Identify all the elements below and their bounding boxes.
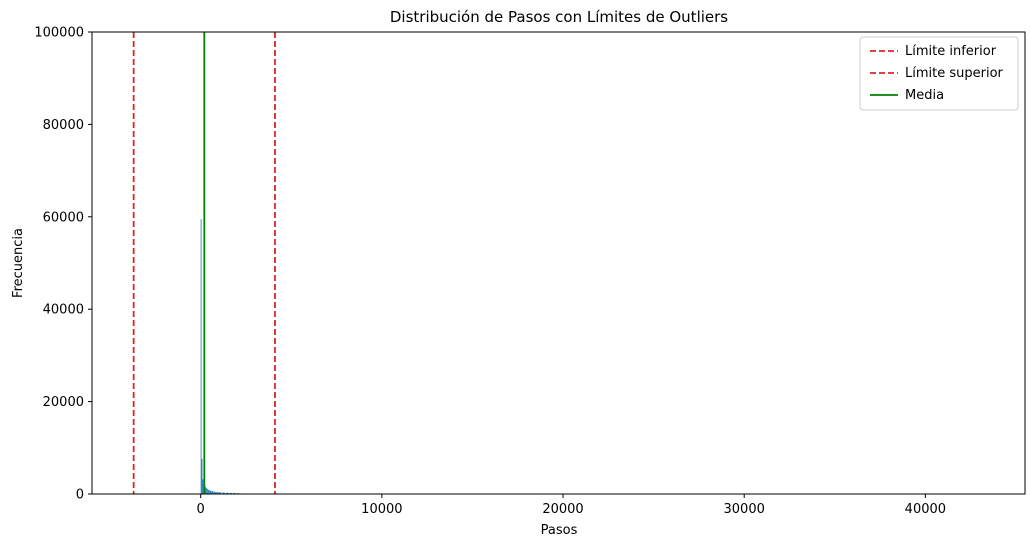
chart-title: Distribución de Pasos con Límites de Out…	[390, 8, 728, 26]
histogram-bar	[229, 492, 233, 494]
histogram-bar	[207, 488, 208, 494]
x-tick-label: 40000	[905, 502, 946, 517]
histogram-bar	[201, 458, 203, 494]
histogram-bar	[218, 492, 222, 494]
legend-label-upper-limit: Límite superior	[905, 66, 1004, 81]
histogram-bar	[226, 492, 229, 494]
x-axis-label: Pasos	[541, 523, 578, 538]
x-axis: 0 10000 20000 30000 40000	[197, 494, 946, 517]
y-tick-label: 0	[76, 488, 84, 503]
legend-box	[859, 36, 1019, 111]
histogram-bar	[202, 479, 204, 494]
histogram-bar	[208, 490, 210, 494]
y-tick-label: 100000	[34, 26, 84, 41]
reference-lines	[132, 32, 276, 494]
histogram-bar	[222, 492, 225, 494]
x-tick-label: 10000	[361, 502, 402, 517]
histogram-bar	[200, 219, 202, 495]
histogram-bar	[211, 491, 214, 494]
histogram-bar	[209, 490, 212, 494]
x-tick-label: 20000	[542, 502, 583, 517]
legend: Límite inferior Límite superior Media	[859, 36, 1019, 111]
y-tick-label: 60000	[43, 210, 84, 225]
y-tick-label: 20000	[43, 395, 84, 410]
plot-frame	[91, 31, 1026, 495]
histogram-bar	[207, 489, 209, 494]
histogram-bar	[205, 487, 207, 494]
legend-label-lower-limit: Límite inferior	[905, 44, 997, 59]
histogram-bar	[213, 491, 215, 494]
x-tick-label: 0	[197, 502, 205, 517]
histogram-bars	[200, 219, 293, 495]
y-axis-label: Frecuencia	[11, 228, 26, 298]
histogram-bar	[215, 491, 217, 494]
y-tick-label: 40000	[43, 303, 84, 318]
y-tick-label: 80000	[43, 118, 84, 133]
histogram-bar	[206, 487, 207, 494]
x-tick-label: 30000	[724, 502, 765, 517]
histogram-bar	[217, 492, 219, 494]
y-axis: 0 20000 40000 60000 80000 100000	[34, 26, 92, 503]
legend-label-mean: Media	[905, 88, 944, 103]
